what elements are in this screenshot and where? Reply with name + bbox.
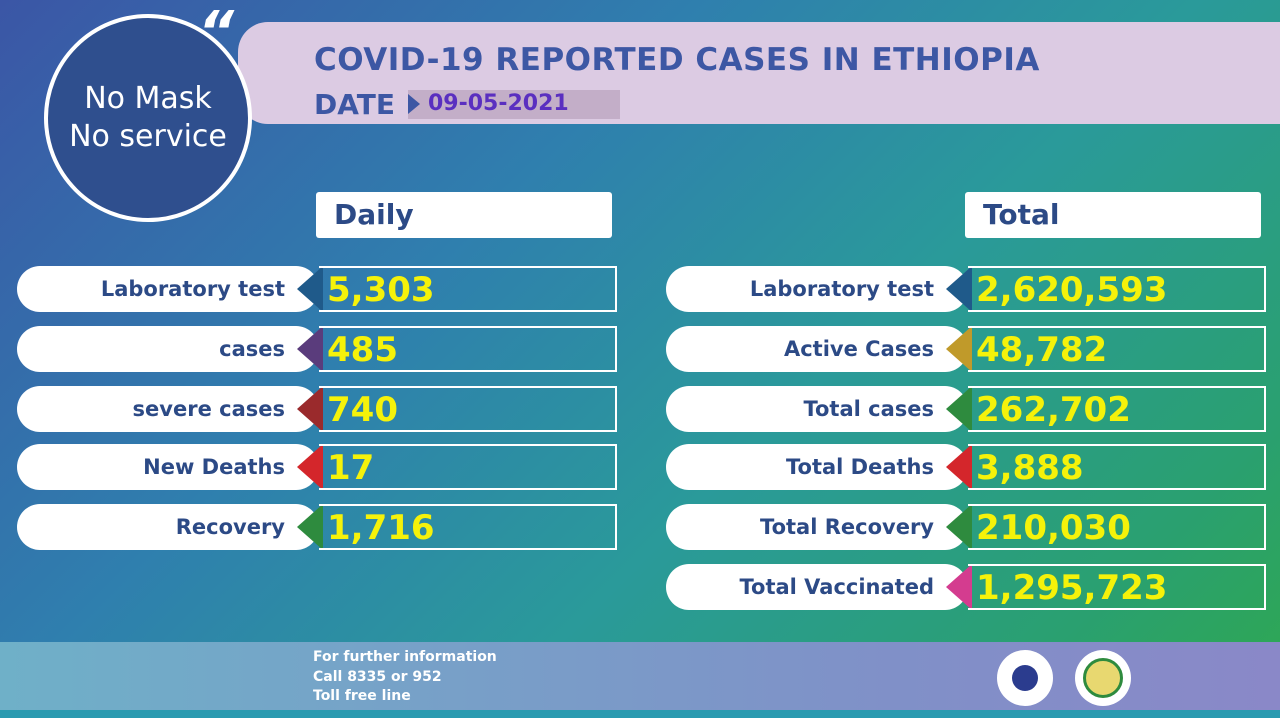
row-label: Total Recovery [666,504,968,550]
quote-icon: “ [198,0,235,65]
institute-logo [1075,650,1131,706]
date-value: 09-05-2021 [428,91,569,116]
total-heading: Total [965,192,1261,238]
badge-line-2: No service [69,119,227,154]
mask-badge: No Mask No service [44,14,252,222]
row-label: severe cases [17,386,319,432]
date-label: DATE [314,88,395,121]
row-value: 210,030 [968,504,1266,550]
footer-line-3: Toll free line [313,688,411,704]
page-title: COVID-19 REPORTED CASES IN ETHIOPIA [314,42,1040,78]
row-value: 1,295,723 [968,564,1266,610]
row-label: Laboratory test [17,266,319,312]
footer-line-2: Call 8335 or 952 [313,668,442,685]
ministry-logo [997,650,1053,706]
row-label: Total Vaccinated [666,564,968,610]
contact-info: For further information Call 8335 or 952… [313,648,497,707]
footer: For further information Call 8335 or 952… [0,642,1280,710]
row-label: cases [17,326,319,372]
row-label: Active Cases [666,326,968,372]
row-label: Total cases [666,386,968,432]
badge-line-1: No Mask [84,81,212,116]
row-value: 2,620,593 [968,266,1266,312]
daily-heading: Daily [316,192,612,238]
row-value: 485 [319,326,617,372]
row-value: 17 [319,444,617,490]
row-value: 3,888 [968,444,1266,490]
row-label: Recovery [17,504,319,550]
row-label: New Deaths [17,444,319,490]
row-value: 262,702 [968,386,1266,432]
bottom-strip [0,710,1280,718]
row-value: 1,716 [319,504,617,550]
row-label: Total Deaths [666,444,968,490]
row-value: 740 [319,386,617,432]
row-label: Laboratory test [666,266,968,312]
date-box: 09-05-2021 [408,90,620,119]
footer-line-1: For further information [313,649,497,665]
row-value: 48,782 [968,326,1266,372]
row-value: 5,303 [319,266,617,312]
